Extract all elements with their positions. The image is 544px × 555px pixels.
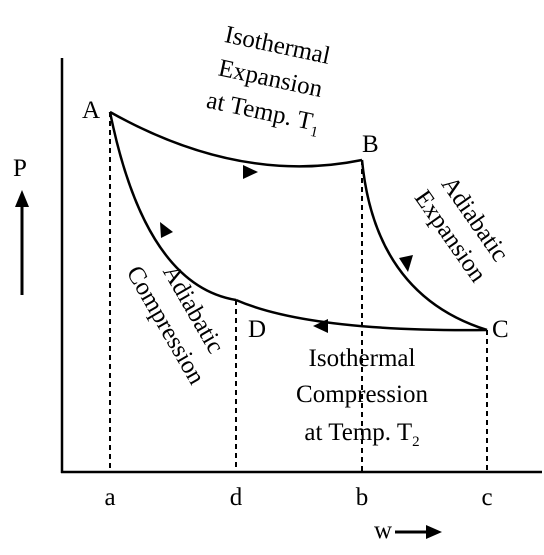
x-point: c <box>481 484 492 511</box>
x-label: w <box>374 517 392 544</box>
x-point: d <box>230 484 243 511</box>
label-line: Compression <box>296 381 428 408</box>
arrowhead <box>243 165 258 179</box>
arrowhead <box>160 222 173 238</box>
label-line: Isothermal <box>309 345 416 372</box>
subscript: 1 <box>309 124 320 141</box>
point-label: A <box>82 97 100 124</box>
adiabatic-expansion-label: Adiabatic Expansion <box>409 172 514 288</box>
arrowhead <box>313 319 328 333</box>
point-label: B <box>362 131 379 158</box>
y-label: P <box>13 155 27 182</box>
arrowhead <box>15 190 29 207</box>
x-point: b <box>356 484 369 511</box>
label-line: at Temp. T2 <box>304 419 419 450</box>
isothermal-expansion-label: Isothermal Expansion at Temp. T1 <box>204 21 332 141</box>
arrowhead <box>399 255 413 272</box>
arrowhead <box>426 525 442 539</box>
x-point: a <box>104 484 115 511</box>
adiabatic-compression-label: Adiabatic Compression <box>121 260 229 389</box>
curve-dc <box>235 298 488 332</box>
label-text: at Temp. T <box>304 419 412 446</box>
subscript: 2 <box>412 434 420 450</box>
isothermal-compression-label: Isothermal Compression at Temp. T2 <box>296 345 428 450</box>
point-label: C <box>492 316 509 343</box>
curve-bc <box>360 159 488 332</box>
point-label: D <box>248 316 266 343</box>
curve-ab <box>109 110 363 168</box>
curve-ad <box>108 111 237 302</box>
